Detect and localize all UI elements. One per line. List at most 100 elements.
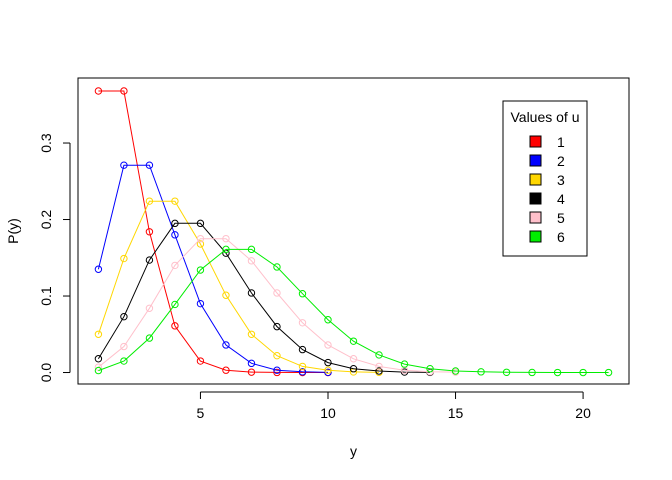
legend-label: 2 (557, 153, 565, 169)
data-point (171, 322, 179, 330)
plot-frame (77, 77, 630, 385)
y-tick-label: 0.1 (38, 286, 54, 306)
legend-swatch (529, 173, 542, 186)
data-point (324, 366, 332, 374)
series-1 (94, 87, 332, 377)
data-point (196, 240, 205, 248)
data-point (196, 266, 205, 274)
data-point (477, 368, 485, 376)
legend-label: 1 (557, 134, 565, 150)
data-point (145, 197, 154, 205)
data-point (324, 368, 332, 377)
data-point (298, 368, 307, 376)
data-point (120, 87, 128, 95)
data-point (451, 367, 460, 375)
series-5 (94, 234, 460, 376)
series-line (97, 222, 431, 373)
series-2 (94, 161, 332, 377)
data-point (273, 351, 281, 360)
data-point (298, 345, 307, 354)
series-line (98, 248, 609, 373)
data-point (196, 219, 205, 228)
data-point (273, 263, 281, 271)
y-tick-label: 0.0 (38, 363, 54, 383)
data-point (502, 368, 511, 376)
data-point (349, 355, 358, 363)
data-point (94, 330, 103, 338)
legend-label: 4 (557, 191, 565, 207)
data-point (528, 368, 536, 377)
data-point (120, 312, 128, 321)
y-tick-label: 0.3 (38, 133, 54, 153)
data-point (120, 342, 128, 351)
series-line (97, 164, 329, 373)
data-point (145, 161, 154, 169)
legend-label: 3 (557, 172, 565, 188)
data-point (273, 289, 281, 297)
legend: Values of u 1 2 3 4 5 6 (502, 100, 588, 257)
series-6 (94, 245, 613, 377)
series-layer (94, 87, 613, 377)
data-point (604, 368, 613, 377)
legend-item: 6 (529, 229, 565, 245)
data-point (94, 366, 103, 375)
data-point (145, 334, 154, 342)
data-point (298, 362, 307, 371)
data-point (324, 358, 332, 367)
data-point (145, 228, 154, 236)
data-point (273, 366, 281, 374)
data-point (120, 254, 128, 263)
data-point (94, 265, 103, 273)
data-point (579, 368, 587, 377)
data-point (349, 365, 358, 373)
data-point (222, 234, 230, 243)
legend-label: 6 (557, 229, 565, 245)
data-point (222, 245, 230, 254)
legend-swatch (529, 230, 542, 243)
legend-swatch (529, 135, 542, 148)
data-point (553, 368, 562, 377)
data-point (171, 300, 179, 309)
data-point (375, 367, 383, 375)
axis-ticks: 5 10 15 200.00.10.20.3 (38, 133, 591, 421)
data-point (145, 304, 154, 312)
data-point (375, 351, 383, 359)
legend-box (502, 100, 588, 257)
legend-item: 3 (529, 172, 565, 188)
legend-item: 5 (529, 210, 565, 226)
data-point (171, 231, 179, 239)
series-line (98, 238, 456, 373)
data-point (247, 257, 256, 265)
legend-swatch (529, 192, 542, 205)
series-3 (94, 197, 383, 377)
x-tick-label: 10 (320, 405, 336, 421)
data-point (120, 357, 128, 365)
data-point (349, 337, 358, 345)
data-point (171, 261, 179, 270)
data-point (94, 355, 103, 363)
x-axis-title: y (350, 443, 357, 459)
data-point (273, 368, 281, 377)
data-point (171, 219, 179, 228)
x-tick-label: 20 (575, 405, 591, 421)
data-point (324, 316, 332, 324)
data-point (298, 290, 307, 298)
data-point (400, 360, 409, 368)
data-point (145, 256, 154, 264)
legend-item: 4 (529, 191, 565, 207)
legend-swatch (529, 154, 542, 167)
y-axis-title: P(y) (5, 218, 21, 244)
legend-item: 2 (529, 153, 565, 169)
data-point (375, 362, 383, 371)
data-point (196, 357, 205, 365)
data-point (222, 291, 230, 299)
data-point (196, 234, 205, 243)
legend-title: Values of u (510, 109, 579, 125)
series-4 (94, 219, 434, 377)
data-point (273, 322, 281, 331)
data-point (196, 299, 205, 308)
data-point (298, 319, 307, 327)
legend-items: 1 2 3 4 5 6 (529, 134, 565, 245)
data-point (247, 245, 256, 254)
